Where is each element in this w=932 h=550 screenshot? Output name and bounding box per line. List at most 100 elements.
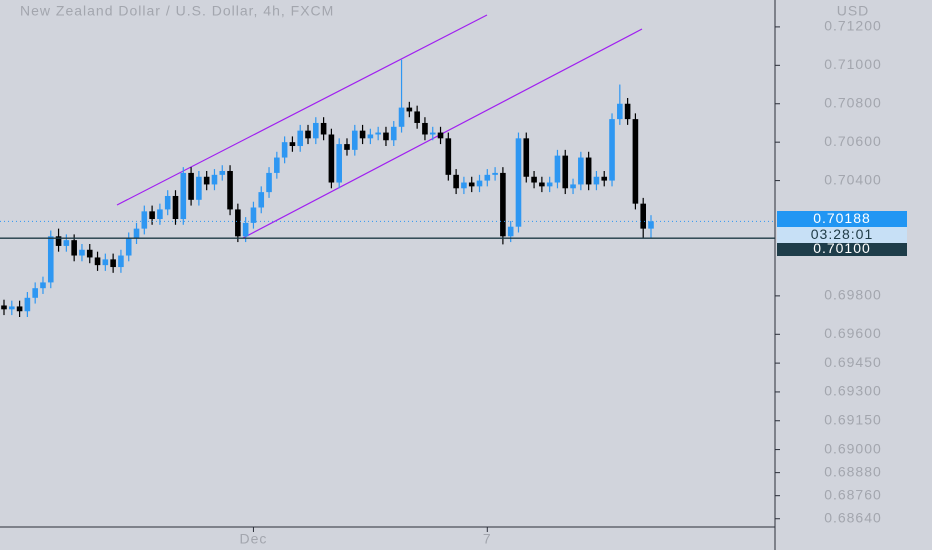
candle-body (149, 211, 155, 220)
candle-body (79, 249, 85, 256)
y-tick-label: 0.70600 (824, 133, 882, 149)
candle-body (570, 184, 576, 189)
candle-body (125, 238, 132, 256)
y-tick-label: 0.68880 (824, 463, 882, 479)
candle-body (578, 157, 584, 185)
candle-body (188, 172, 194, 200)
candle-body (554, 155, 561, 183)
candle-body (258, 192, 265, 208)
candle-body (305, 130, 311, 139)
candle-body (180, 172, 187, 220)
currency-label: USD (837, 3, 870, 19)
candle-body (110, 259, 116, 268)
candle-body (414, 111, 420, 123)
y-tick-label: 0.70400 (824, 171, 882, 187)
candle-body (250, 207, 257, 223)
candle-body (274, 157, 280, 173)
candle-body (118, 255, 124, 268)
candle-body (32, 288, 38, 298)
candle-body (632, 119, 639, 204)
x-tick-label: 7 (483, 531, 492, 547)
candle-body (141, 211, 148, 229)
candles (1, 59, 654, 318)
candle-body (383, 132, 389, 141)
candle-body (1, 305, 7, 310)
candle-body (445, 138, 452, 175)
candle-body (203, 176, 210, 185)
candle-body (531, 176, 537, 183)
candle-body (344, 144, 350, 150)
y-tick-label: 0.68760 (824, 486, 882, 502)
candle-body (476, 180, 483, 187)
y-tick-label: 0.71000 (824, 56, 882, 72)
candle-body (94, 257, 101, 266)
y-tick-label: 0.69600 (824, 325, 882, 341)
candle-body (242, 222, 249, 237)
candle-body (211, 174, 218, 185)
last-price-box (777, 211, 907, 227)
y-tick-label: 0.69150 (824, 411, 882, 427)
candle-body (55, 236, 62, 246)
countdown-label: 03:28:01 (811, 226, 874, 242)
level-label: 0.70100 (813, 240, 871, 256)
candle-body (24, 297, 31, 312)
y-tick-label: 0.70800 (824, 94, 882, 110)
candle-body (507, 226, 514, 237)
candle-body (585, 157, 592, 185)
candle-body (8, 306, 15, 310)
candle-body (133, 228, 140, 239)
candle-body (453, 174, 459, 189)
candle-body (227, 170, 233, 210)
candle-body (500, 172, 506, 237)
candle-body (461, 182, 467, 189)
candle-body (523, 138, 530, 177)
candle-body (16, 306, 23, 312)
y-tick-label: 0.69300 (824, 383, 882, 399)
candle-body (164, 195, 171, 210)
candle-body (601, 176, 608, 181)
countdown-box (777, 227, 907, 243)
candle-body (398, 107, 405, 127)
chart-title: New Zealand Dollar / U.S. Dollar, 4h, FX… (20, 3, 334, 19)
candle-body (375, 132, 381, 135)
candle-body (422, 122, 428, 135)
candle-body (281, 142, 288, 158)
candle-body (297, 130, 304, 147)
candle-body (546, 182, 553, 187)
candle-body (367, 134, 374, 139)
candle-body (86, 249, 93, 258)
y-tick-label: 0.69800 (824, 287, 882, 303)
candle-body (429, 132, 436, 135)
y-tick-label: 0.71200 (824, 18, 882, 34)
candle-body (157, 209, 163, 220)
level-box (777, 243, 907, 256)
trend-line (116, 14, 488, 206)
candle-body (63, 240, 70, 246)
candle-body (593, 176, 600, 185)
candle-body (515, 138, 522, 227)
candle-body (484, 174, 491, 181)
candle-body (390, 126, 397, 141)
candle-body (562, 155, 569, 189)
candle-body (47, 236, 54, 283)
candle-body (172, 195, 179, 220)
candle-body (71, 240, 77, 256)
candle-body (266, 172, 272, 193)
y-tick-label: 0.69450 (824, 354, 882, 370)
candle-body (640, 203, 647, 229)
y-tick-label: 0.69000 (824, 440, 882, 456)
candle-body (617, 103, 623, 120)
candle-body (359, 130, 366, 139)
candle-body (40, 282, 46, 289)
candle-body (336, 144, 342, 183)
candle-body (624, 103, 631, 120)
candle-body (609, 119, 615, 181)
x-tick-label: Dec (239, 531, 267, 547)
candle-body (437, 132, 444, 139)
candle-body (468, 182, 475, 187)
candle-body (539, 182, 545, 187)
candle-body (328, 134, 335, 183)
candle-body (313, 122, 319, 139)
y-tick-label: 0.68640 (824, 509, 882, 525)
